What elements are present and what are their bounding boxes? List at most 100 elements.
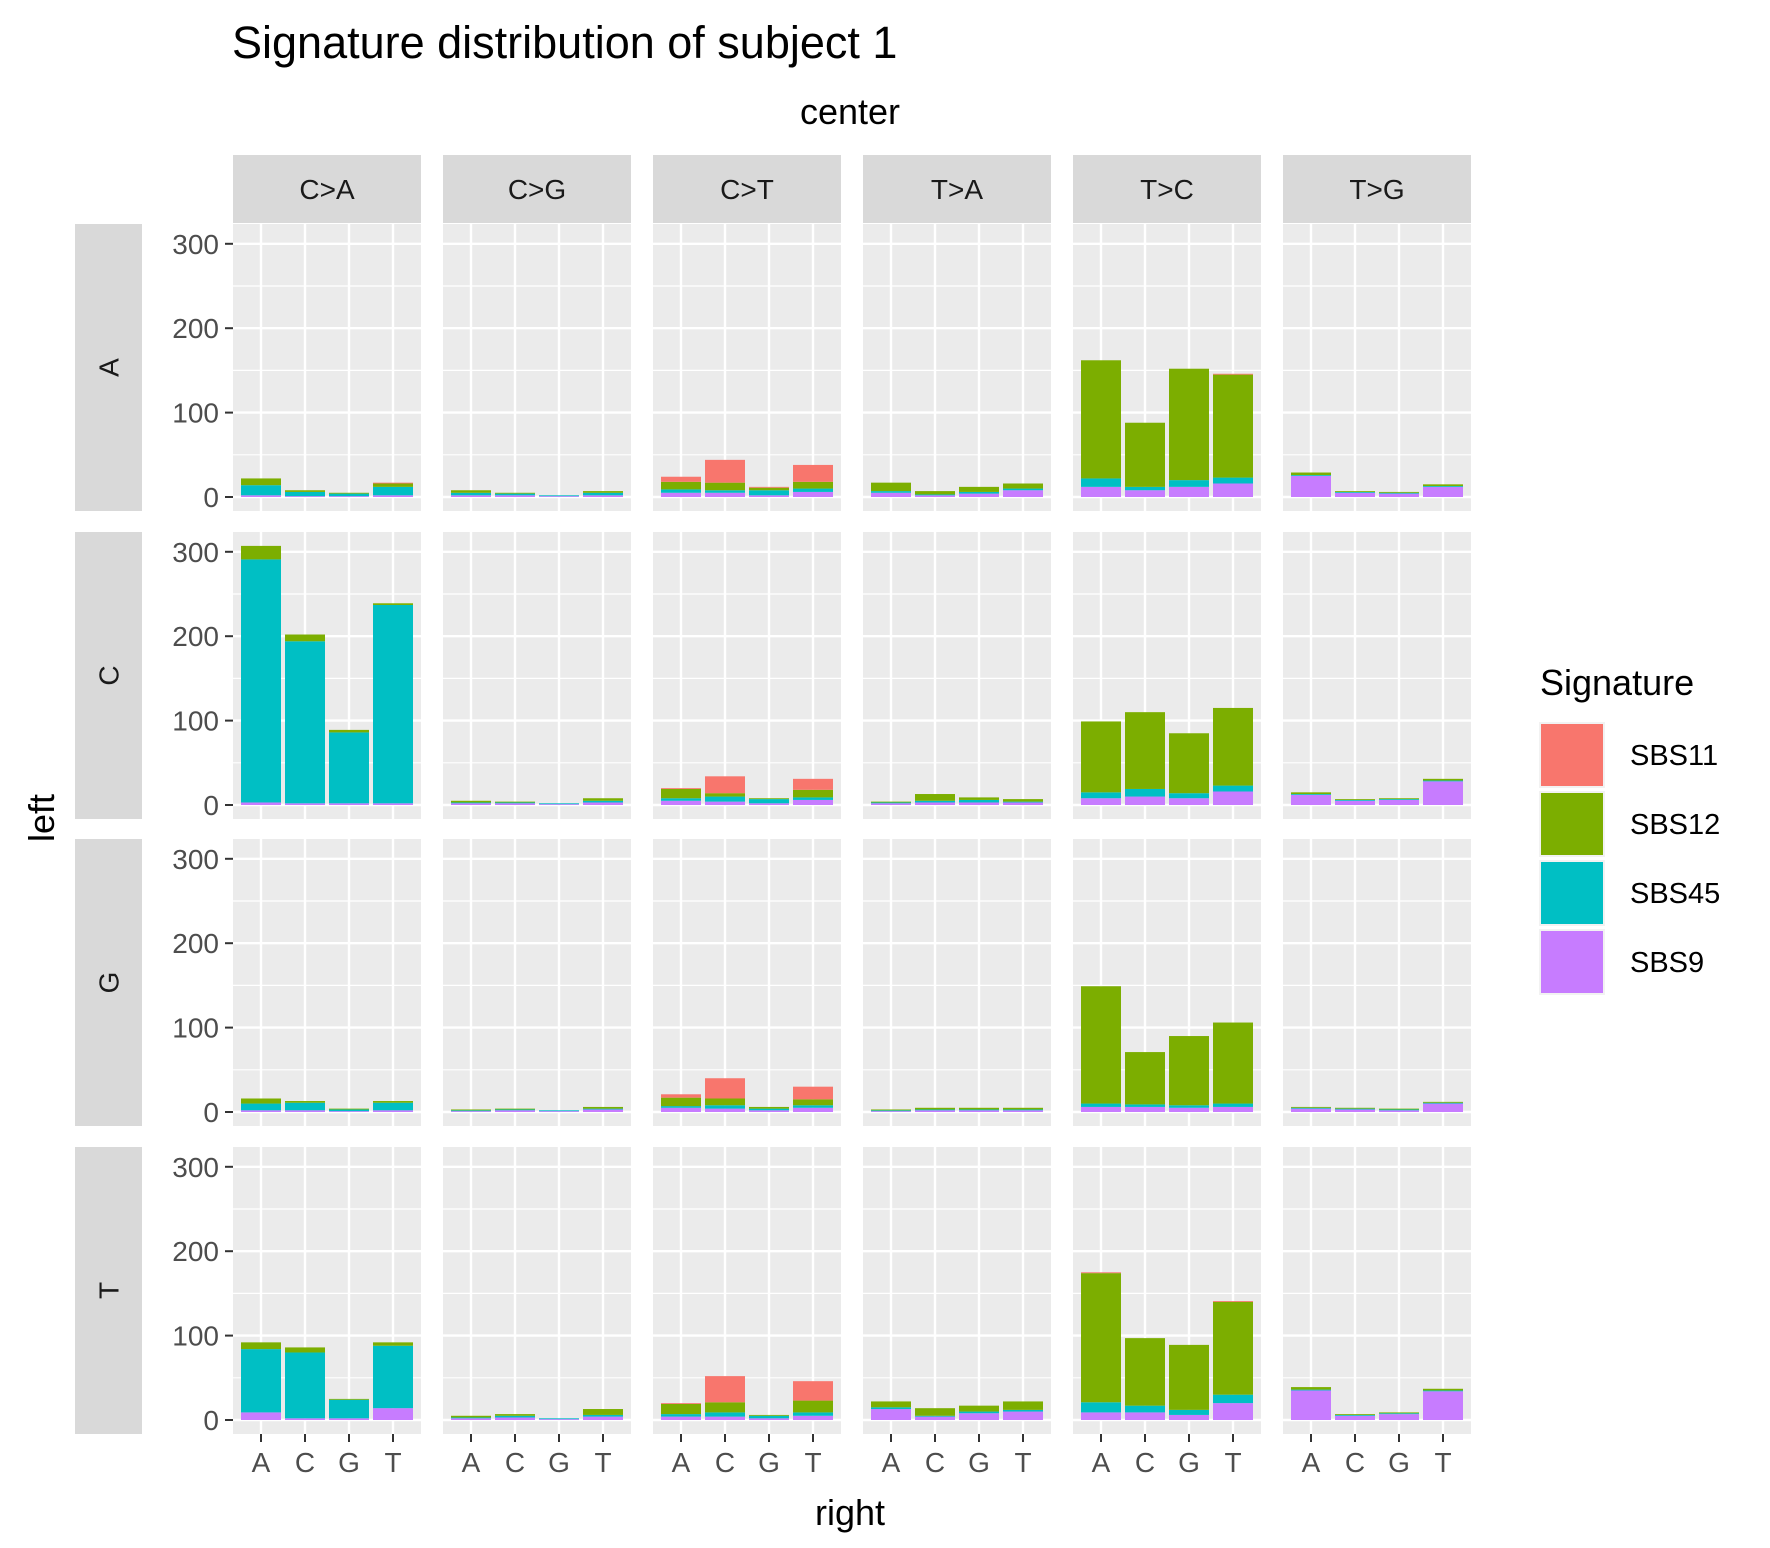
bar-segment [583, 1409, 623, 1415]
facet-panel: 0 100 200 300 A C G T [172, 1147, 421, 1478]
bar-segment [749, 1106, 789, 1109]
bar-segment [1423, 1101, 1463, 1103]
bar-segment [1291, 475, 1331, 476]
bar-segment [1081, 1273, 1121, 1403]
legend-key-swatch [1541, 862, 1603, 924]
bar-segment [495, 1108, 535, 1110]
bar-segment [1003, 483, 1043, 489]
bar-segment [1291, 794, 1331, 795]
bar-segment [1423, 1102, 1463, 1104]
bar-segment [1125, 490, 1165, 497]
bar-segment [1125, 1052, 1165, 1105]
bar-segment [661, 1414, 701, 1417]
bar-segment [583, 495, 623, 497]
bar-segment [1213, 707, 1253, 786]
facet-panel [1073, 224, 1261, 511]
bar-segment [1423, 781, 1463, 805]
bar-segment [661, 1094, 701, 1098]
bar-segment [705, 793, 745, 797]
bar-segment [661, 489, 701, 493]
facet-strip-column-label: C>T [720, 174, 774, 205]
bar-segment [329, 1109, 369, 1112]
bar-segment [705, 1108, 745, 1112]
panel-background [863, 839, 1051, 1126]
facet-strip-row-label: A [94, 358, 125, 377]
facet-column-title: center [800, 91, 900, 132]
bar-segment [1003, 799, 1043, 802]
bar-segment [793, 797, 833, 800]
bar-segment [871, 482, 911, 492]
bar-segment [583, 1106, 623, 1109]
bar-segment [495, 1110, 535, 1112]
bar-segment [661, 481, 701, 490]
bar-segment [749, 803, 789, 805]
bar-segment [1081, 721, 1121, 793]
legend-title: Signature [1540, 662, 1694, 703]
bar-segment [1169, 486, 1209, 497]
bar-segment [661, 800, 701, 805]
bar-segment [1423, 1390, 1463, 1392]
bar-segment [959, 802, 999, 805]
bar-segment [705, 796, 745, 802]
y-tick-label: 100 [172, 706, 219, 737]
bar-segment [583, 1416, 623, 1420]
bar-segment [583, 800, 623, 803]
panel-background [1283, 224, 1471, 511]
bar-segment [329, 803, 369, 805]
bar-segment [749, 490, 789, 496]
y-tick-label: 200 [172, 1236, 219, 1267]
facet-panel [1283, 224, 1471, 511]
panel-background [443, 532, 631, 819]
bar-segment [705, 1098, 745, 1106]
bar-segment [285, 1102, 325, 1111]
panel-background [233, 839, 421, 1126]
bar-segment [373, 482, 413, 484]
bar-segment [373, 603, 413, 605]
facet-strip-row [75, 224, 142, 511]
facet-panels: C>A C>G C>T T>A T>C T>GACGT010020030001002003… [75, 155, 1471, 1478]
facet-panel [653, 224, 841, 511]
bar-segment [1213, 1403, 1253, 1420]
bar-segment [705, 801, 745, 805]
bar-segment [1423, 486, 1463, 487]
bar-segment [1169, 1414, 1209, 1420]
x-tick-label: C [715, 1447, 735, 1478]
bar-segment [661, 492, 701, 497]
bar-segment [1169, 1107, 1209, 1112]
bar-segment [1423, 1388, 1463, 1391]
panel-background [863, 532, 1051, 819]
y-tick-label: 100 [172, 1013, 219, 1044]
bar-segment [1335, 1108, 1375, 1110]
bar-segment [915, 491, 955, 495]
y-tick-label: 200 [172, 928, 219, 959]
bar-segment [959, 1413, 999, 1420]
panel-background [443, 224, 631, 511]
bar-segment [915, 1408, 955, 1416]
facet-strip-row [75, 839, 142, 1126]
bar-segment [1379, 1413, 1419, 1415]
bar-segment [1379, 1412, 1419, 1414]
bar-segment [1125, 486, 1165, 491]
panel-background [1283, 532, 1471, 819]
bar-segment [749, 1418, 789, 1420]
bar-segment [495, 1109, 535, 1111]
bar-segment [793, 1381, 833, 1401]
bar-segment [451, 802, 491, 804]
facet-panel [1283, 839, 1471, 1126]
facet-panel [443, 839, 631, 1126]
bar-segment [1213, 483, 1253, 497]
bar-segment [959, 799, 999, 803]
bar-segment [749, 486, 789, 488]
bar-segment [451, 800, 491, 803]
bar-segment [1335, 491, 1375, 492]
bar-segment [539, 1111, 579, 1112]
bar-segment [329, 1398, 369, 1400]
facet-strip-row [75, 1147, 142, 1434]
bar-segment [1081, 1106, 1121, 1112]
x-tick-label: T [594, 1447, 611, 1478]
bar-segment [583, 1109, 623, 1112]
bar-segment [285, 1101, 325, 1103]
